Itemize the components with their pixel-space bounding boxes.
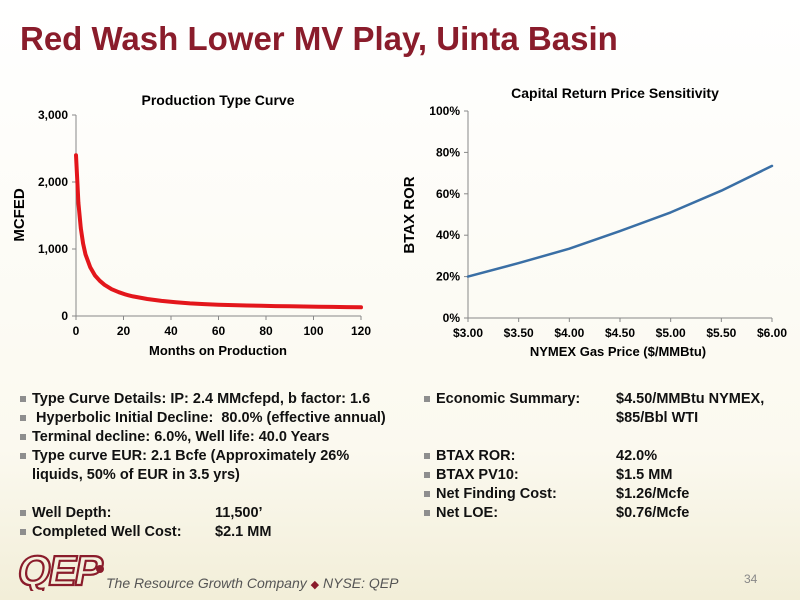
y-tick-label: 40%: [436, 228, 460, 242]
x-tick-label: $3.00: [453, 326, 483, 340]
y-axis-label: BTAX ROR: [401, 176, 418, 253]
economic-summary-value: $4.50/MMBtu NYMEX,: [616, 391, 765, 407]
bullet-marker: [20, 434, 26, 440]
economic-summary-value-continued: $85/Bbl WTI: [616, 410, 699, 426]
x-tick-label: $5.00: [656, 326, 686, 340]
well-depth-value: 11,500’: [215, 505, 263, 521]
bullet-marker: [424, 510, 430, 516]
bullet-item: BTAX ROR: 42.0%: [424, 447, 794, 466]
x-tick-label: $4.50: [605, 326, 635, 340]
bullet-item: Net Finding Cost: $1.26/Mcfe: [424, 485, 794, 504]
economic-summary: Economic Summary: $4.50/MMBtu NYMEX, $85…: [424, 390, 794, 523]
net-loe-value: $0.76/Mcfe: [616, 505, 690, 521]
well-cost-label: Completed Well Cost:: [32, 524, 182, 540]
bullet-marker: [424, 453, 430, 459]
chart-title: Production Type Curve: [142, 92, 295, 108]
net-loe-label: Net LOE:: [436, 505, 499, 521]
tick-labels: 0% 20% 40% 60% 80% 100% $3.00 $3.50 $4.00 $4.50 $5…: [429, 104, 787, 340]
y-axis-label: MCFED: [11, 188, 28, 241]
y-tick-label: 20%: [436, 270, 460, 284]
bullet-marker: [20, 510, 26, 516]
bullet-text: Terminal decline: 6.0%, Well life: 40.0 …: [32, 429, 330, 445]
slide-title: Red Wash Lower MV Play, Uinta Basin: [20, 20, 618, 57]
btax-pv10-value: $1.5 MM: [616, 467, 673, 483]
bullet-item: Completed Well Cost: $2.1 MM: [20, 523, 420, 542]
x-tick-label: $3.50: [504, 326, 534, 340]
series-group: [74, 153, 363, 310]
chart-axes: [464, 110, 773, 322]
price-sensitivity-chart: Capital Return Price Sensitivity 0% 20% 40…: [401, 85, 787, 359]
bullet-marker: [20, 529, 26, 535]
x-tick-label: 60: [212, 324, 226, 338]
net-finding-cost-value: $1.26/Mcfe: [616, 486, 690, 502]
x-tick-label: $5.50: [706, 326, 736, 340]
series-line: [74, 153, 363, 310]
series-line: [466, 164, 774, 278]
qep-logo: QEP: [14, 546, 106, 591]
tick-labels: 0 1,000 2,000 3,000 0 20 40 60 80 100 120: [38, 108, 371, 338]
y-tick-label: 80%: [436, 145, 460, 159]
chart-axes: [72, 114, 362, 320]
x-tick-label: 20: [117, 324, 131, 338]
bullet-item: Well Depth: 11,500’: [20, 504, 420, 523]
bullet-item: Terminal decline: 6.0%, Well life: 40.0 …: [20, 428, 420, 447]
btax-ror-label: BTAX ROR:: [436, 448, 516, 464]
y-tick-label: 100%: [429, 104, 460, 118]
y-tick-label: 3,000: [38, 108, 68, 122]
ticker-text: NYSE: QEP: [323, 575, 399, 591]
x-axis-label: Months on Production: [149, 343, 287, 358]
bullet-marker: [424, 472, 430, 478]
x-tick-label: 100: [303, 324, 323, 338]
bullet-marker: [20, 415, 26, 421]
x-tick-label: $6.00: [757, 326, 787, 340]
y-tick-label: 0: [61, 309, 68, 323]
company-tagline: The Resource Growth Company ◆ NYSE: QEP: [106, 575, 398, 591]
y-tick-label: 1,000: [38, 242, 68, 256]
y-tick-label: 0%: [443, 311, 461, 325]
bullet-item: BTAX PV10: $1.5 MM: [424, 466, 794, 485]
x-tick-label: 0: [73, 324, 80, 338]
bullet-item: Type curve EUR: 2.1 Bcfe (Approximately …: [20, 447, 420, 485]
btax-pv10-label: BTAX PV10:: [436, 467, 519, 483]
bullet-marker: [20, 396, 26, 402]
y-tick-label: 60%: [436, 187, 460, 201]
production-type-curve-chart: Production Type Curve 0 1,000 2,000 3,000 0 2…: [11, 92, 371, 358]
bullet-marker: [424, 491, 430, 497]
type-curve-details: Type Curve Details: IP: 2.4 MMcfepd, b f…: [20, 390, 420, 542]
btax-ror-value: 42.0%: [616, 448, 658, 464]
logo-text: QEP: [14, 547, 106, 591]
bullet-text: Type curve EUR: 2.1 Bcfe (Approximately …: [32, 448, 350, 464]
bullet-item: Economic Summary: $4.50/MMBtu NYMEX, $85…: [424, 390, 794, 428]
bullet-text-continued: liquids, 50% of EUR in 3.5 yrs): [32, 467, 240, 483]
x-tick-label: 120: [351, 324, 371, 338]
x-tick-label: $4.00: [554, 326, 584, 340]
x-tick-label: 40: [164, 324, 178, 338]
page-number: 34: [744, 572, 758, 586]
logo-dot: [96, 565, 104, 573]
bullet-text: Type Curve Details: IP: 2.4 MMcfepd, b f…: [32, 391, 371, 407]
bullet-marker: [424, 396, 430, 402]
bullet-item: Type Curve Details: IP: 2.4 MMcfepd, b f…: [20, 390, 420, 409]
well-depth-label: Well Depth:: [32, 505, 112, 521]
x-axis-label: NYMEX Gas Price ($/MMBtu): [530, 344, 706, 359]
economic-summary-label: Economic Summary:: [436, 391, 581, 407]
bullet-item: Hyperbolic Initial Decline: 80.0% (effec…: [20, 409, 420, 428]
x-tick-label: 80: [259, 324, 273, 338]
tagline-text: The Resource Growth Company: [106, 575, 307, 591]
bullet-marker: [20, 453, 26, 459]
y-tick-label: 2,000: [38, 175, 68, 189]
bullet-item: Net LOE: $0.76/Mcfe: [424, 504, 794, 523]
chart-title: Capital Return Price Sensitivity: [511, 85, 719, 101]
bullet-text: Hyperbolic Initial Decline: 80.0% (effec…: [32, 410, 386, 426]
diamond-icon: ◆: [310, 579, 320, 591]
net-finding-cost-label: Net Finding Cost:: [436, 486, 557, 502]
series-group: [466, 164, 774, 278]
well-cost-value: $2.1 MM: [215, 524, 272, 540]
